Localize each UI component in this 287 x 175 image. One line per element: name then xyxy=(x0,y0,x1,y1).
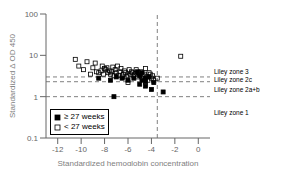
html-text:≥ 27 weeks: ≥ 27 weeks xyxy=(64,112,105,121)
svg-text:Liley zone 2c: Liley zone 2c xyxy=(214,76,253,84)
svg-text:0.1: 0.1 xyxy=(27,134,39,143)
svg-text:Liley zone 1: Liley zone 1 xyxy=(214,109,249,117)
svg-text:Standardized Δ OD 450: Standardized Δ OD 450 xyxy=(8,33,17,118)
svg-text:-10: -10 xyxy=(75,145,87,154)
svg-text:0: 0 xyxy=(196,145,201,154)
svg-text:Liley zone 3: Liley zone 3 xyxy=(214,68,249,76)
svg-text:1: 1 xyxy=(34,93,39,102)
svg-text:-4: -4 xyxy=(148,145,156,154)
svg-text:-12: -12 xyxy=(52,145,64,154)
svg-text:10: 10 xyxy=(29,51,38,60)
svg-text:Liley zone 2a+b: Liley zone 2a+b xyxy=(214,86,260,94)
svg-text:-6: -6 xyxy=(124,145,132,154)
svg-text:100: 100 xyxy=(25,10,39,19)
svg-text:-2: -2 xyxy=(171,145,179,154)
svg-text:Standardized hemoglobin concen: Standardized hemoglobin concentration xyxy=(58,159,199,166)
svg-text:-8: -8 xyxy=(101,145,109,154)
html-text:< 27 weeks: < 27 weeks xyxy=(64,122,105,131)
